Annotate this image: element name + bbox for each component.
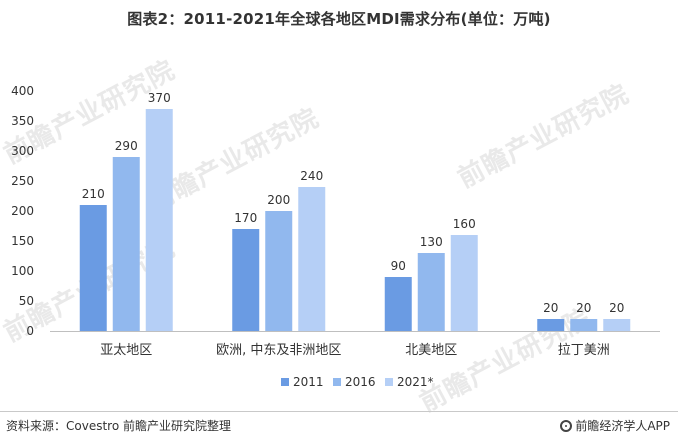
y-tick-label: 100 — [11, 264, 34, 278]
bar-value-label: 130 — [420, 235, 443, 249]
y-tick-label: 350 — [11, 114, 34, 128]
x-category-label: 欧洲, 中东及非洲地区 — [216, 343, 341, 358]
legend-swatch — [333, 378, 341, 386]
x-category-label: 亚太地区 — [100, 343, 152, 358]
bar-value-label: 200 — [267, 193, 290, 207]
footer-divider — [0, 411, 678, 412]
legend-label: 2016 — [345, 375, 376, 389]
legend: 2011 2016 2021* — [281, 375, 434, 389]
bar-2021-2 — [450, 235, 478, 331]
y-tick-label: 0 — [26, 324, 34, 338]
bar-2011-1 — [232, 229, 260, 331]
brand-logo-icon — [560, 419, 573, 432]
source-note: 资料来源：Covestro 前瞻产业研究院整理 — [6, 419, 231, 433]
bar-value-label: 20 — [543, 301, 558, 315]
data-labels: 210 290 370 170 200 240 90 130 160 20 20 20 — [82, 91, 625, 315]
legend-swatch — [281, 378, 289, 386]
y-tick-label: 50 — [19, 294, 34, 308]
bar-value-label: 370 — [148, 91, 171, 105]
bar-2011-0 — [79, 205, 107, 331]
bar-2021-3 — [603, 319, 631, 331]
y-tick-label: 200 — [11, 204, 34, 218]
legend-label: 2021* — [397, 375, 434, 389]
bar-value-label: 20 — [609, 301, 624, 315]
x-axis: 亚太地区 欧洲, 中东及非洲地区 北美地区 拉丁美洲 — [50, 331, 660, 358]
bar-value-label: 290 — [115, 139, 138, 153]
bar-2016-3 — [570, 319, 598, 331]
y-tick-label: 400 — [11, 84, 34, 98]
bar-2021-1 — [298, 187, 326, 331]
y-tick-label: 250 — [11, 174, 34, 188]
bar-2011-2 — [384, 277, 412, 331]
bar-series-group — [79, 109, 631, 331]
brand-credit: 前瞻经济学人APP — [560, 417, 670, 434]
x-category-label: 北美地区 — [405, 343, 457, 358]
bar-2021-0 — [145, 109, 173, 331]
bar-2016-0 — [112, 157, 140, 331]
y-tick-label: 150 — [11, 234, 34, 248]
bar-value-label: 20 — [576, 301, 591, 315]
bar-2011-3 — [537, 319, 565, 331]
chart-title: 图表2：2011-2021年全球各地区MDI需求分布(单位：万吨) — [127, 10, 551, 28]
bar-value-label: 90 — [391, 259, 406, 273]
y-tick-label: 300 — [11, 144, 34, 158]
legend-label: 2011 — [293, 375, 324, 389]
brand-text: 前瞻经济学人APP — [575, 419, 670, 433]
bar-value-label: 240 — [300, 169, 323, 183]
bar-2016-2 — [417, 253, 445, 331]
bar-2016-1 — [265, 211, 293, 331]
bar-value-label: 160 — [453, 217, 476, 231]
x-category-label: 拉丁美洲 — [558, 343, 610, 358]
bar-value-label: 210 — [82, 187, 105, 201]
y-axis: 0 50 100 150 200 250 300 350 400 — [11, 84, 34, 338]
bar-value-label: 170 — [234, 211, 257, 225]
legend-swatch — [385, 378, 393, 386]
